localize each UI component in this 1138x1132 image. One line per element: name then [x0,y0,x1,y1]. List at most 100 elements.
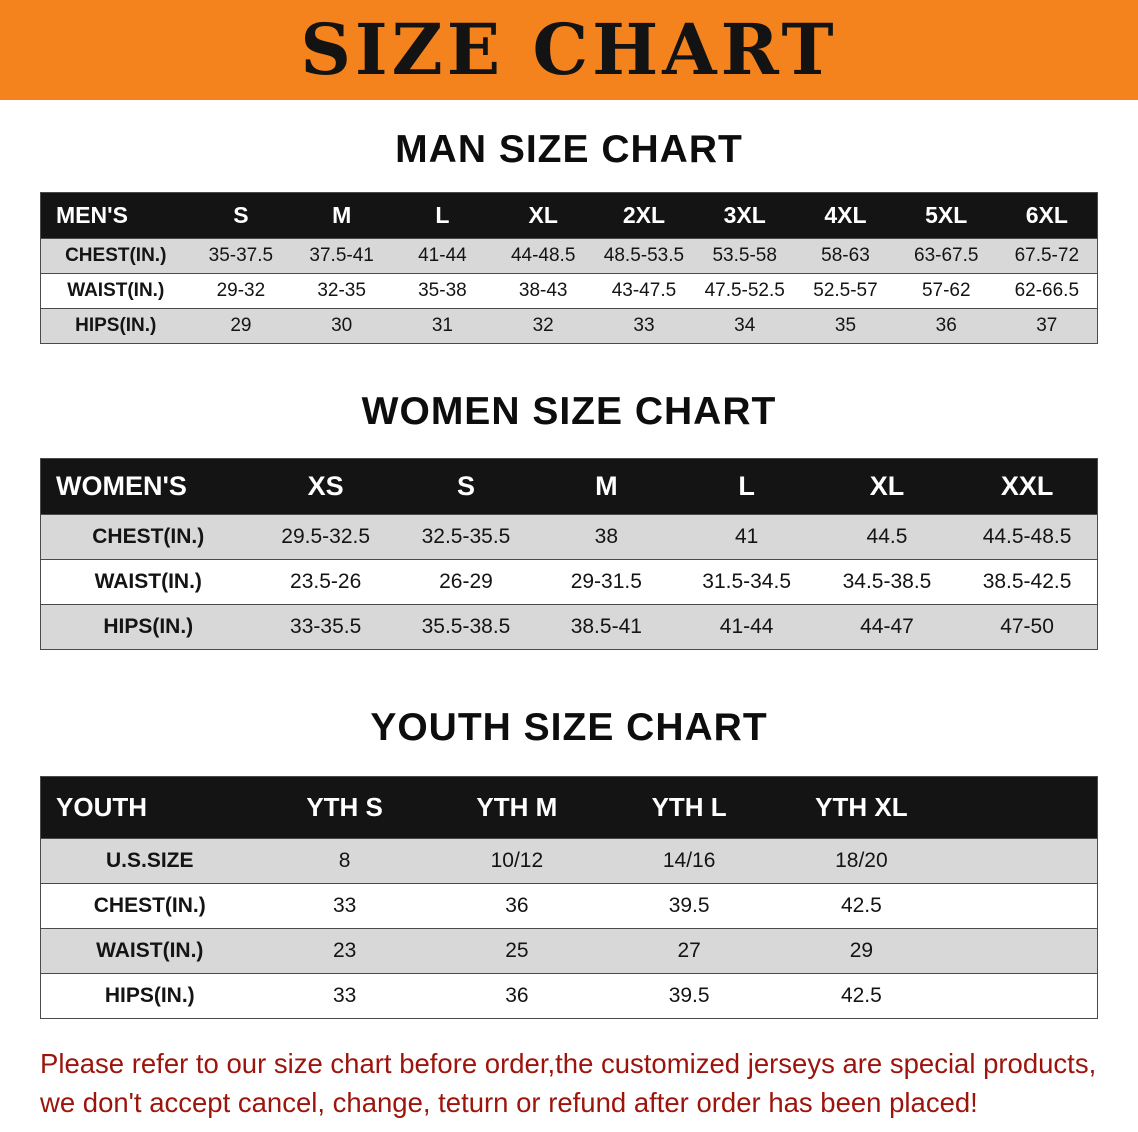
measurement-value: 44.5 [866,525,908,548]
size-column-label: YTH L [603,776,776,839]
size-column-label: 5XL [895,192,997,239]
measurement-value: 32 [532,315,554,336]
size-column-label: S [395,458,537,515]
measurement-value: 58-63 [821,245,870,266]
measurement-label: HIPS(IN.) [103,615,194,638]
measurement-value: 39.5 [668,894,710,917]
measurement-label: CHEST(IN.) [93,894,206,917]
spacer-cell [947,776,1098,839]
disclaimer-line-2: we don't accept cancel, change, teturn o… [40,1086,978,1118]
measurement-value: 33 [633,315,655,336]
measurement-row: HIPS(IN.) 29 30 31 32 33 34 35 36 37 [40,308,1098,344]
measurement-value: 38.5-41 [570,615,642,638]
measurement-value: 25 [505,939,529,962]
spacer-cell [948,929,1098,974]
measurement-value: 8 [338,849,351,872]
youth-size-table: YOUTH YTH S YTH M YTH L YTH XL U.S.SIZE 8 10/12… [40,776,1098,1019]
measurement-value: 38 [594,525,618,548]
measurement-row: WAIST(IN.) 29-32 32-35 35-38 38-43 43-47.5 47.… [40,273,1098,309]
measurement-value: 33 [332,984,357,1007]
measurement-value: 32.5-35.5 [421,525,511,548]
size-column-label: XL [816,458,958,515]
size-header-row: WOMEN'S XS S M L XL XXL [40,458,1098,515]
measurement-value: 48.5-53.5 [603,245,685,266]
measurement-value: 39.5 [668,984,710,1007]
measurement-value: 34 [734,315,756,336]
category-corner-label: WOMEN'S [40,458,256,515]
section-youth: YOUTH SIZE CHART YOUTH YTH S YTH M YTH L YTH… [0,706,1138,1019]
size-column-label: M [291,192,393,239]
measurement-label: WAIST(IN.) [96,939,204,962]
measurement-row: WAIST(IN.) 23 25 27 29 [40,928,1098,974]
measurement-value: 38-43 [518,280,568,301]
measurement-label: WAIST(IN.) [94,570,202,593]
measurement-row: HIPS(IN.) 33 36 39.5 42.5 [40,973,1098,1019]
measurement-value: 27 [677,939,701,962]
measurement-value: 32-35 [317,280,366,301]
category-corner-label: MEN'S [40,192,191,239]
measurement-value: 41 [734,525,759,548]
measurement-value: 33-35.5 [290,615,362,638]
measurement-label: WAIST(IN.) [67,280,165,301]
measurement-value: 47.5-52.5 [704,280,785,301]
measurement-value: 29-32 [216,280,266,301]
measurement-label: CHEST(IN.) [65,245,167,266]
measurement-value: 44-47 [860,615,914,638]
measurement-row: CHEST(IN.) 29.5-32.5 32.5-35.5 38 41 44.5 44.5… [40,514,1098,560]
size-header-row: MEN'S S M L XL 2XL 3XL 4XL 5XL 6XL [40,192,1098,239]
measurement-value: 38.5-42.5 [982,570,1072,593]
size-column-label: YTH M [430,776,603,839]
spacer-cell [948,974,1098,1019]
size-column-label: L [392,192,493,239]
size-column-label: L [676,458,817,515]
measurement-value: 35-38 [418,280,467,301]
measurement-label: U.S.SIZE [105,849,194,872]
title-banner: SIZE CHART [0,0,1138,100]
measurement-row: WAIST(IN.) 23.5-26 26-29 29-31.5 31.5-34.5 34… [40,559,1098,605]
measurement-value: 35-37.5 [208,245,274,266]
size-column-label: S [190,192,292,239]
size-column-label: YTH XL [775,776,948,839]
measurement-value: 41-44 [719,615,774,638]
measurement-value: 29-31.5 [570,570,642,593]
size-column-label: 6XL [996,192,1098,239]
measurement-value: 29.5-32.5 [281,525,371,548]
measurement-value: 47-50 [1000,615,1054,638]
measurement-row: U.S.SIZE 8 10/12 14/16 18/20 [40,838,1098,884]
spacer-cell [948,884,1098,929]
measurement-value: 33 [332,894,357,917]
measurement-value: 52.5-57 [813,280,878,301]
measurement-value: 44-48.5 [510,245,576,266]
measurement-value: 26-29 [439,570,493,593]
women-size-table: WOMEN'S XS S M L XL XXL CHEST(IN.) 29.5-32.5 32.5… [40,458,1098,650]
measurement-value: 23.5-26 [290,570,362,593]
section-women: WOMEN SIZE CHART WOMEN'S XS S M L XL XXL CHEST(… [0,390,1138,650]
measurement-value: 67.5-72 [1014,245,1080,266]
size-column-label: 4XL [795,192,896,239]
category-corner-label: YOUTH [40,776,259,839]
measurement-value: 42.5 [840,984,882,1007]
measurement-value: 57-62 [921,280,971,301]
size-column-label: M [536,458,677,515]
men-section-heading: MAN SIZE CHART [395,128,743,171]
measurement-value: 10/12 [490,849,544,872]
measurement-value: 29 [849,939,874,962]
measurement-value: 44.5-48.5 [982,525,1072,548]
size-column-label: YTH S [258,776,431,839]
measurement-value: 43-47.5 [611,280,677,301]
measurement-row: HIPS(IN.) 33-35.5 35.5-38.5 38.5-41 41-44 44-… [40,604,1098,650]
size-column-label: 2XL [593,192,695,239]
measurement-value: 14/16 [662,849,716,872]
measurement-row: CHEST(IN.) 33 36 39.5 42.5 [40,883,1098,929]
measurement-value: 62-66.5 [1014,280,1080,301]
women-section-heading: WOMEN SIZE CHART [361,390,777,433]
measurement-value: 29 [230,315,252,336]
measurement-value: 42.5 [840,894,882,917]
measurement-value: 35.5-38.5 [421,615,511,638]
section-men: MAN SIZE CHART MEN'S S M L XL 2XL 3XL 4XL 5XL 6XL… [0,128,1138,344]
men-size-table: MEN'S S M L XL 2XL 3XL 4XL 5XL 6XL CHEST(IN.) 35-37… [40,192,1098,344]
measurement-value: 18/20 [835,849,888,872]
measurement-value: 31 [431,315,453,336]
measurement-value: 41-44 [418,245,467,266]
